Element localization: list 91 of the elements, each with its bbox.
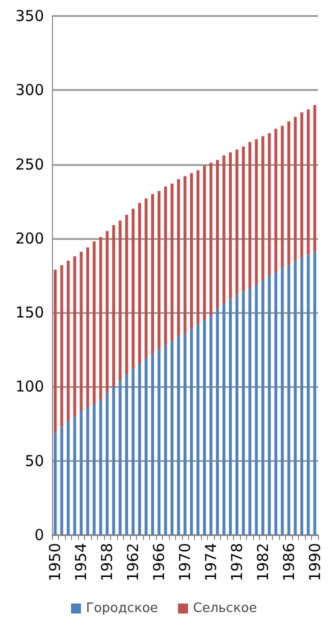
y-tick-label: 350	[15, 7, 44, 25]
x-tick-label: 1962	[124, 543, 142, 582]
y-tick-label: 150	[15, 304, 44, 322]
bar	[92, 241, 96, 405]
bar	[190, 328, 193, 535]
bar	[170, 184, 174, 341]
y-tick-label: 250	[15, 155, 44, 174]
y-tick-label: 200	[15, 229, 44, 248]
x-tick-label: 1950	[46, 543, 64, 582]
x-tick-label: 1966	[150, 543, 168, 582]
bar	[177, 179, 180, 336]
x-tick-label: 1978	[228, 543, 246, 582]
bar	[92, 404, 96, 535]
y-tick-label: 100	[15, 378, 44, 396]
bar	[254, 139, 258, 284]
legend-label: Сельское	[193, 601, 258, 616]
y-tick-label: 0	[34, 526, 44, 544]
x-tick-label: 1974	[202, 543, 220, 582]
y-tick-label: 300	[15, 81, 44, 100]
bar	[190, 173, 193, 329]
bar	[294, 116, 297, 261]
bar	[216, 308, 219, 535]
bar	[86, 407, 90, 535]
bar	[99, 400, 102, 535]
bar	[248, 288, 252, 535]
bar	[287, 121, 290, 266]
bar	[261, 136, 264, 280]
bar	[280, 126, 284, 268]
bar	[170, 340, 174, 535]
bar	[151, 354, 154, 535]
bar	[125, 214, 128, 375]
bar	[86, 247, 90, 408]
bar	[228, 299, 232, 535]
bar	[274, 272, 278, 535]
bar	[158, 350, 161, 535]
bar	[118, 380, 122, 535]
x-tick-label: 1970	[176, 543, 194, 582]
bar	[274, 128, 278, 273]
x-tick-label: 1990	[306, 543, 324, 582]
bar	[144, 358, 148, 535]
bar	[138, 202, 142, 364]
bar	[106, 392, 109, 535]
bar	[280, 268, 284, 535]
bar	[222, 155, 226, 304]
bar	[235, 149, 238, 295]
bar	[138, 364, 142, 535]
bar	[242, 292, 245, 535]
bar	[177, 336, 180, 535]
bar	[112, 386, 116, 535]
bar	[164, 345, 167, 535]
bar	[287, 265, 290, 535]
x-tick-label: 1986	[280, 543, 298, 582]
bar	[184, 176, 186, 334]
bar	[209, 162, 212, 316]
bar	[158, 190, 161, 350]
bar	[112, 225, 116, 387]
bar	[228, 152, 232, 300]
bar	[144, 198, 148, 359]
bar	[209, 316, 212, 535]
x-tick-label: 1958	[98, 543, 116, 582]
bar	[216, 160, 219, 308]
bar	[268, 276, 271, 535]
bar	[248, 142, 252, 289]
legend-label: Городское	[86, 601, 158, 616]
x-tick-label: 1954	[72, 543, 90, 582]
bar	[106, 231, 109, 393]
bar	[261, 280, 264, 535]
bar	[80, 410, 83, 535]
bar	[132, 368, 135, 535]
bar	[222, 304, 226, 535]
bar	[73, 416, 76, 535]
bar	[254, 284, 258, 535]
bar	[80, 252, 83, 410]
bar	[196, 170, 200, 324]
bar	[196, 324, 200, 535]
x-tick-label: 1982	[254, 543, 272, 582]
bar	[242, 146, 245, 292]
bar	[268, 133, 271, 276]
bar	[164, 186, 167, 346]
bar	[203, 166, 206, 320]
bar	[73, 256, 76, 416]
bar	[294, 260, 297, 535]
bar	[184, 333, 186, 535]
bar	[151, 194, 154, 354]
bar	[125, 374, 128, 535]
bar	[132, 208, 135, 369]
bar	[235, 294, 238, 535]
bar	[99, 236, 102, 400]
bar	[118, 220, 122, 381]
y-tick-label: 50	[24, 452, 44, 470]
bar	[203, 320, 206, 535]
